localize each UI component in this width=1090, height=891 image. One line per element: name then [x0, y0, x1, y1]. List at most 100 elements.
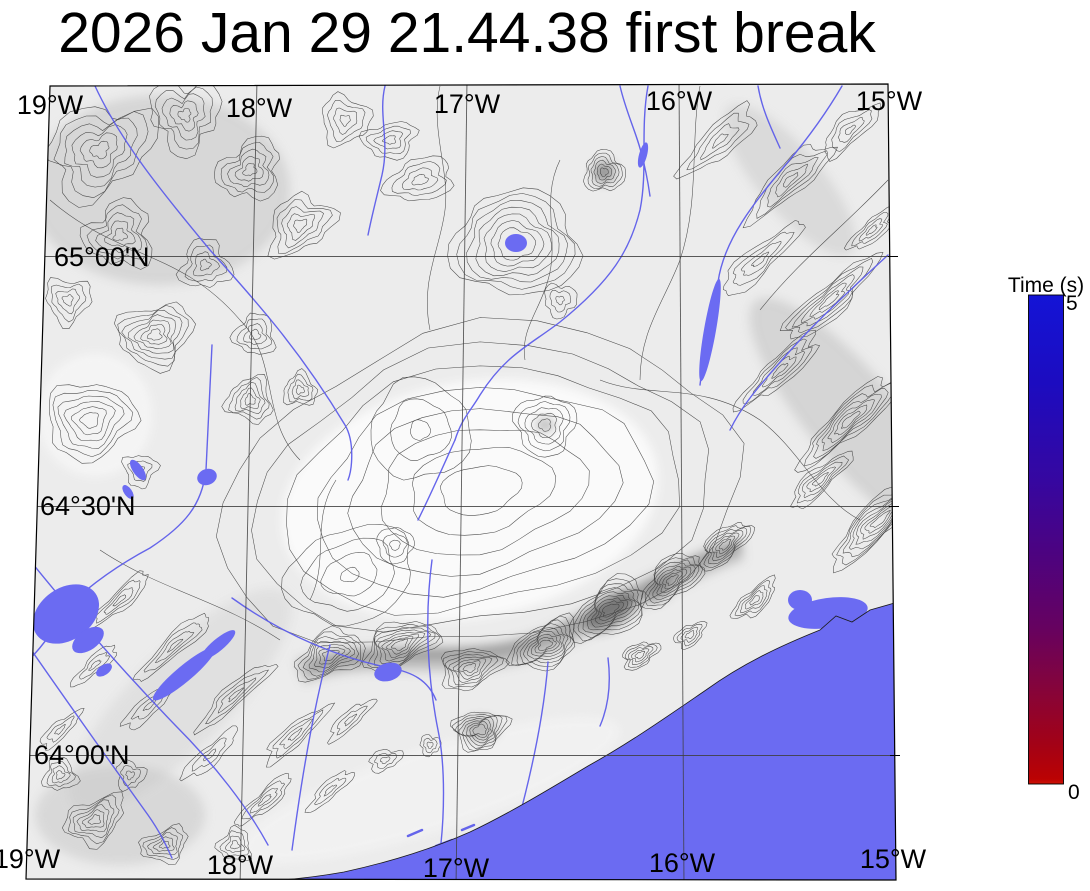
contour-line: [391, 638, 408, 651]
contour-line: [257, 794, 272, 807]
lon-label-top-16w: 16°W: [646, 86, 713, 116]
contour-line: [472, 723, 487, 736]
river: [367, 85, 386, 236]
contour-line: [79, 412, 99, 429]
contour-line: [53, 111, 149, 198]
contour-line: [586, 591, 637, 631]
contour-line: [783, 172, 799, 188]
contour-line: [382, 533, 408, 558]
contour-line: [71, 124, 128, 178]
contour-line: [869, 510, 891, 528]
contour-line: [361, 621, 444, 675]
contour-line: [120, 765, 141, 787]
contour-line: [594, 597, 629, 625]
contour-line: [549, 290, 572, 313]
contour-line: [199, 258, 212, 271]
contour-line: [236, 318, 272, 350]
lon-label-top-18w: 18°W: [226, 93, 293, 123]
contour-line: [833, 404, 868, 436]
contour-line: [87, 814, 102, 825]
contour-line: [732, 231, 795, 286]
contour-line: [46, 715, 75, 743]
map-border: [25, 83, 897, 881]
contour-line: [41, 756, 81, 791]
contour-line: [631, 648, 650, 663]
colorbar-min-label: 0: [1068, 781, 1080, 804]
contour-line: [167, 638, 184, 653]
contour-line: [287, 727, 303, 741]
contour-line: [544, 282, 578, 320]
contour-line: [587, 152, 623, 190]
contour-line: [103, 587, 134, 615]
contour-line: [662, 571, 683, 590]
lon-label-bottom-15w: 15°W: [860, 844, 927, 874]
contour-line: [249, 788, 279, 814]
contour-line: [138, 823, 189, 865]
contour-line: [673, 100, 758, 180]
contour-line: [99, 549, 281, 641]
lon-label-bottom-16w: 16°W: [649, 848, 716, 878]
contour-line: [374, 627, 436, 667]
lake: [152, 647, 216, 701]
contour-line: [229, 312, 277, 355]
lake: [72, 626, 104, 654]
contour-line: [214, 135, 280, 202]
contour-line: [95, 579, 141, 624]
contour-line: [281, 524, 411, 627]
contour-line: [46, 761, 76, 787]
contour-line: [391, 161, 447, 196]
contour-line: [340, 566, 360, 583]
contour-line: [813, 388, 889, 459]
contour-line: [722, 220, 806, 297]
contour-line: [483, 213, 552, 272]
contour-line: [505, 612, 576, 672]
contour-line: [377, 632, 426, 662]
contour-line: [382, 135, 396, 145]
contour-line: [821, 393, 882, 451]
contour-line: [442, 651, 504, 688]
contour-line: [686, 112, 750, 171]
contour-line: [140, 324, 168, 345]
contour-line: [286, 365, 680, 616]
contour-line: [219, 830, 250, 857]
contour-line: [665, 574, 679, 586]
contour-line: [143, 622, 203, 673]
contour-line: [202, 748, 217, 762]
contour-line: [756, 150, 828, 219]
lat-label-64-00n: 64°00'N: [34, 740, 130, 770]
contour-line: [281, 206, 324, 249]
contour-line: [89, 140, 110, 160]
contour-line: [771, 362, 789, 379]
contour-line: [327, 100, 366, 142]
contour-line: [321, 650, 340, 662]
contour-line: [452, 658, 486, 680]
contour-line: [333, 107, 358, 135]
contour-line: [127, 314, 176, 354]
contour-line: [241, 780, 285, 820]
contour-line: [51, 765, 71, 784]
contour-line: [228, 687, 245, 703]
contour-line: [295, 384, 305, 396]
contour-line: [791, 266, 864, 328]
contour-line: [272, 709, 324, 759]
colorbar-gradient: [1028, 294, 1064, 785]
contour-line: [423, 737, 438, 754]
contour-line: [831, 109, 873, 152]
contour-line: [516, 619, 572, 666]
lake: [505, 234, 527, 252]
contour-line: [293, 218, 308, 234]
contour-line: [841, 410, 861, 429]
contour-line: [848, 489, 896, 550]
contour-line: [243, 323, 268, 345]
contour-line: [76, 804, 110, 833]
contour-line: [279, 718, 313, 749]
contour-line: [161, 93, 206, 141]
contour-line: [750, 251, 770, 267]
contour-line: [39, 707, 85, 751]
contour-line: [242, 163, 258, 176]
contour-line: [715, 535, 735, 555]
lake: [200, 630, 236, 660]
contour-line: [154, 631, 195, 664]
river: [291, 644, 331, 851]
contour-line: [734, 579, 772, 617]
